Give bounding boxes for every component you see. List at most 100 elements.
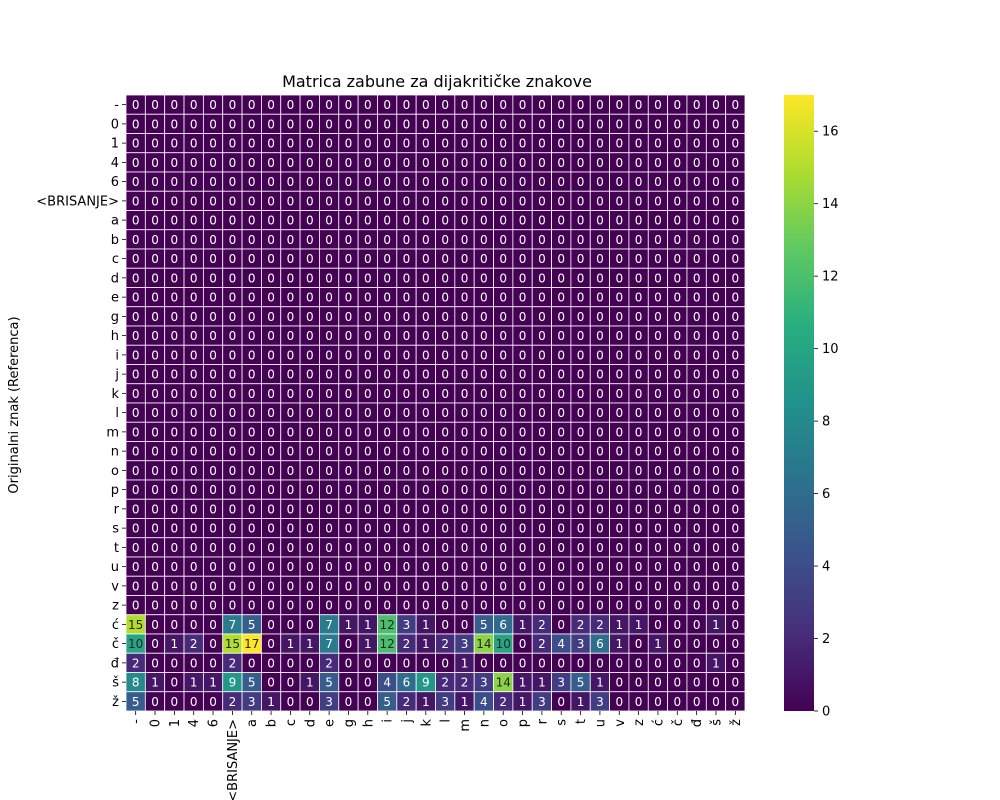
cell-value: 0 (171, 98, 179, 112)
cell-value: 0 (519, 233, 527, 247)
cell-value: 0 (480, 329, 488, 343)
cell-value: 0 (480, 656, 488, 670)
cell-value: 0 (615, 156, 623, 170)
cell-value: 0 (151, 252, 159, 266)
cell-value: 0 (287, 541, 295, 555)
cell-value: 4 (557, 637, 565, 651)
cell-value: 0 (557, 252, 565, 266)
cell-value: 0 (538, 271, 546, 285)
cell-value: 0 (132, 271, 140, 285)
cell-value: 0 (596, 406, 604, 420)
cell-value: 0 (615, 271, 623, 285)
cell-value: 0 (712, 425, 720, 439)
cell-value: 0 (615, 175, 623, 189)
cell-value: 0 (635, 387, 643, 401)
cell-value: 0 (151, 483, 159, 497)
cell-value: 0 (403, 368, 411, 382)
cell-value: 0 (171, 406, 179, 420)
cell-value: 0 (461, 156, 469, 170)
cell-value: 0 (519, 117, 527, 131)
cell-value: 0 (383, 329, 391, 343)
cell-value: 0 (248, 329, 256, 343)
cell-value: 0 (441, 618, 449, 632)
cell-value: 0 (248, 137, 256, 151)
x-tick-label: e (323, 719, 338, 727)
cell-value: 0 (654, 156, 662, 170)
cell-value: 0 (151, 445, 159, 459)
cell-value: 0 (499, 175, 507, 189)
cell-value: 0 (673, 194, 681, 208)
cell-value: 0 (538, 656, 546, 670)
x-tick-label: 0 (149, 719, 164, 727)
cell-value: 0 (577, 137, 585, 151)
cell-value: 0 (538, 579, 546, 593)
cell-value: 0 (654, 117, 662, 131)
cell-value: 0 (654, 271, 662, 285)
cell-value: 0 (287, 368, 295, 382)
cell-value: 0 (615, 502, 623, 516)
cell-value: 0 (712, 560, 720, 574)
cell-value: 0 (209, 98, 217, 112)
cell-value: 0 (229, 387, 237, 401)
cell-value: 0 (596, 175, 604, 189)
cell-value: 0 (422, 310, 430, 324)
cell-value: 0 (596, 271, 604, 285)
cell-value: 0 (732, 502, 740, 516)
cell-value: 0 (519, 252, 527, 266)
cell-value: 1 (267, 695, 275, 709)
cell-value: 0 (673, 560, 681, 574)
cell-value: 6 (596, 637, 604, 651)
cell-value: 0 (403, 175, 411, 189)
cell-value: 0 (325, 175, 333, 189)
cell-value: 0 (383, 233, 391, 247)
cell-value: 0 (248, 175, 256, 189)
cell-value: 0 (248, 406, 256, 420)
cell-value: 0 (615, 464, 623, 478)
x-tick-label: c (284, 719, 299, 726)
cell-value: 7 (325, 637, 333, 651)
colorbar-tick-label: 0 (822, 705, 830, 720)
cell-value: 0 (499, 98, 507, 112)
cell-value: 0 (732, 637, 740, 651)
cell-value: 0 (190, 137, 198, 151)
cell-value: 0 (519, 406, 527, 420)
cell-value: 0 (364, 541, 372, 555)
cell-value: 0 (306, 445, 314, 459)
cell-value: 0 (190, 271, 198, 285)
cell-value: 0 (403, 252, 411, 266)
x-tick-label: r (535, 718, 550, 724)
cell-value: 0 (229, 348, 237, 362)
cell-value: 0 (673, 464, 681, 478)
cell-value: 0 (151, 599, 159, 613)
cell-value: 0 (519, 175, 527, 189)
cell-value: 0 (480, 117, 488, 131)
cell-value: 0 (151, 194, 159, 208)
cell-value: 0 (519, 425, 527, 439)
cell-value: 0 (732, 425, 740, 439)
cell-value: 0 (267, 445, 275, 459)
cell-value: 0 (248, 656, 256, 670)
cell-value: 0 (596, 560, 604, 574)
cell-value: 0 (287, 522, 295, 536)
cell-value: 0 (151, 233, 159, 247)
cell-value: 0 (635, 348, 643, 362)
cell-value: 3 (577, 637, 585, 651)
cell-value: 0 (673, 425, 681, 439)
cell-value: 0 (345, 502, 353, 516)
cell-value: 0 (345, 387, 353, 401)
cell-value: 0 (654, 233, 662, 247)
cell-value: 0 (422, 271, 430, 285)
x-tick-label: 1 (168, 719, 183, 727)
cell-value: 0 (209, 348, 217, 362)
chart-title: Matrica zabune za dijakritičke znakove (282, 72, 592, 91)
cell-value: 0 (383, 445, 391, 459)
cell-value: 0 (190, 252, 198, 266)
cell-value: 0 (499, 368, 507, 382)
cell-value: 0 (693, 214, 701, 228)
cell-value: 0 (673, 695, 681, 709)
cell-value: 0 (654, 252, 662, 266)
cell-value: 0 (325, 310, 333, 324)
cell-value: 0 (673, 368, 681, 382)
cell-value: 0 (132, 406, 140, 420)
y-tick-label: š (112, 676, 119, 691)
